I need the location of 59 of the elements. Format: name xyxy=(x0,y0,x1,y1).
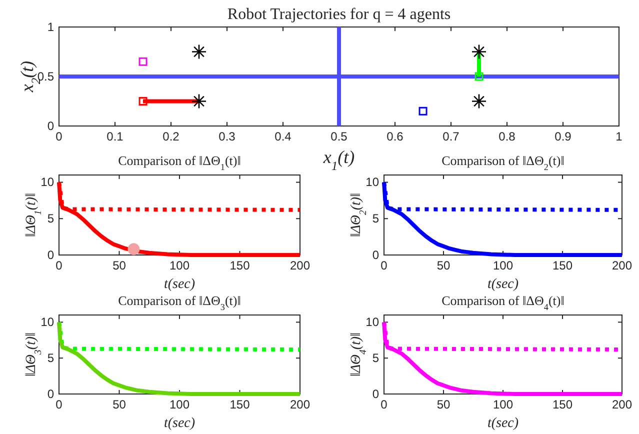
y-tick-label: 1 xyxy=(47,20,54,34)
chart-title: Comparison of ‖ΔΘ$_{4}$(t)‖ xyxy=(442,293,564,312)
y-tick-label: 10 xyxy=(40,315,54,330)
x-axis-title: t(sec) xyxy=(164,416,196,431)
x-tick-label: 50 xyxy=(112,398,126,412)
x-tick-label: 50 xyxy=(436,258,450,273)
x-tick-label: 0.9 xyxy=(554,130,572,144)
chart-title: Robot Trajectories for q = 4 agents xyxy=(227,6,451,23)
chart-title: Comparison of ‖ΔΘ$_{1}$(t)‖ xyxy=(118,153,241,172)
x-tick-label: 0.6 xyxy=(386,130,404,144)
point xyxy=(138,57,148,66)
x-tick-label: 100 xyxy=(492,258,514,273)
point xyxy=(138,97,148,106)
x-axis-title: x$_{1}$(t) xyxy=(322,147,355,173)
x-tick-label: 150 xyxy=(230,398,250,412)
x-tick-label: 200 xyxy=(290,258,310,273)
point xyxy=(471,94,487,109)
y-tick-label: 10 xyxy=(366,175,380,190)
x-tick-label: 100 xyxy=(169,258,190,273)
chart-title: Comparison of ‖ΔΘ$_{3}$(t)‖ xyxy=(118,293,241,312)
line-series xyxy=(57,320,302,396)
x-axis-title: t(sec) xyxy=(487,416,519,431)
x-tick-label: 200 xyxy=(290,398,310,412)
x-axis-title: t(sec) xyxy=(487,277,519,292)
x-tick-label: 0.8 xyxy=(498,130,516,144)
x-axis-title: t(sec) xyxy=(164,277,196,292)
y-tick-label: 5 xyxy=(47,350,54,365)
y-tick-label: 5 xyxy=(372,211,380,226)
x-tick-label: 50 xyxy=(436,398,450,412)
x-tick-label: 0.4 xyxy=(274,130,292,144)
x-tick-label: 0.5 xyxy=(330,130,348,144)
point xyxy=(191,44,207,60)
x-tick-label: 200 xyxy=(612,398,632,412)
x-tick-label: 200 xyxy=(612,258,632,273)
x-tick-label: 0.2 xyxy=(162,130,180,144)
point xyxy=(474,72,484,81)
y-tick-label: 10 xyxy=(40,175,54,190)
x-tick-label: 100 xyxy=(169,398,190,412)
y-tick-label: 0 xyxy=(47,248,54,262)
y-tick-label: 10 xyxy=(366,315,380,330)
x-tick-label: 150 xyxy=(230,258,250,273)
point xyxy=(471,44,487,60)
y-tick-label: 0 xyxy=(372,248,380,262)
y-tick-label: 0 xyxy=(47,386,54,401)
x-tick-label: 0.3 xyxy=(218,130,236,144)
x-tick-label: 50 xyxy=(112,258,126,273)
y-tick-label: 0 xyxy=(47,118,54,133)
chart-title: Comparison of ‖ΔΘ$_{2}$(t)‖ xyxy=(442,153,564,172)
point xyxy=(191,94,207,109)
point xyxy=(418,106,428,116)
x-tick-label: 0.1 xyxy=(106,130,124,144)
y-tick-label: 5 xyxy=(372,350,380,365)
y-tick-label: 0 xyxy=(372,386,380,401)
x-tick-label: 1 xyxy=(616,130,623,144)
x-tick-label: 150 xyxy=(552,398,573,412)
x-tick-label: 150 xyxy=(552,258,573,273)
y-tick-label: 5 xyxy=(47,211,54,226)
x-tick-label: 0.7 xyxy=(442,130,460,144)
x-tick-label: 100 xyxy=(492,398,514,412)
